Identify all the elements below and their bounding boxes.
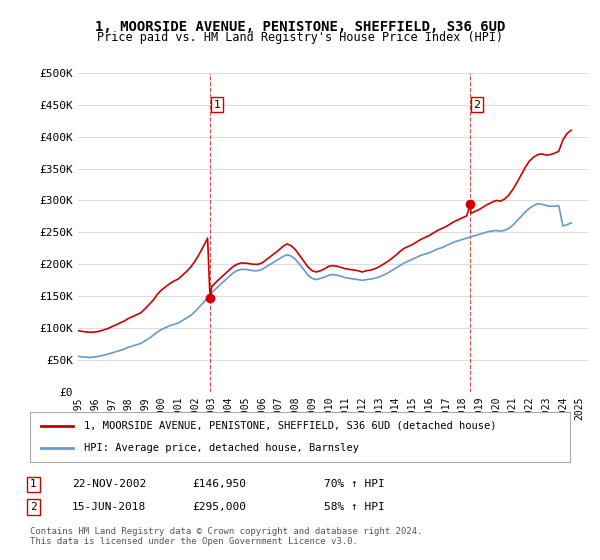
Text: Contains HM Land Registry data © Crown copyright and database right 2024.
This d: Contains HM Land Registry data © Crown c… <box>30 526 422 546</box>
Text: £295,000: £295,000 <box>192 502 246 512</box>
Text: 2: 2 <box>473 100 481 110</box>
Text: 70% ↑ HPI: 70% ↑ HPI <box>324 479 385 489</box>
Text: 15-JUN-2018: 15-JUN-2018 <box>72 502 146 512</box>
Text: 58% ↑ HPI: 58% ↑ HPI <box>324 502 385 512</box>
Text: HPI: Average price, detached house, Barnsley: HPI: Average price, detached house, Barn… <box>84 443 359 453</box>
Text: £146,950: £146,950 <box>192 479 246 489</box>
Text: 2: 2 <box>30 502 37 512</box>
Text: 1: 1 <box>30 479 37 489</box>
Text: 1, MOORSIDE AVENUE, PENISTONE, SHEFFIELD, S36 6UD: 1, MOORSIDE AVENUE, PENISTONE, SHEFFIELD… <box>95 20 505 34</box>
Text: 1: 1 <box>214 100 220 110</box>
Text: 22-NOV-2002: 22-NOV-2002 <box>72 479 146 489</box>
Text: 1, MOORSIDE AVENUE, PENISTONE, SHEFFIELD, S36 6UD (detached house): 1, MOORSIDE AVENUE, PENISTONE, SHEFFIELD… <box>84 421 497 431</box>
Text: Price paid vs. HM Land Registry's House Price Index (HPI): Price paid vs. HM Land Registry's House … <box>97 31 503 44</box>
